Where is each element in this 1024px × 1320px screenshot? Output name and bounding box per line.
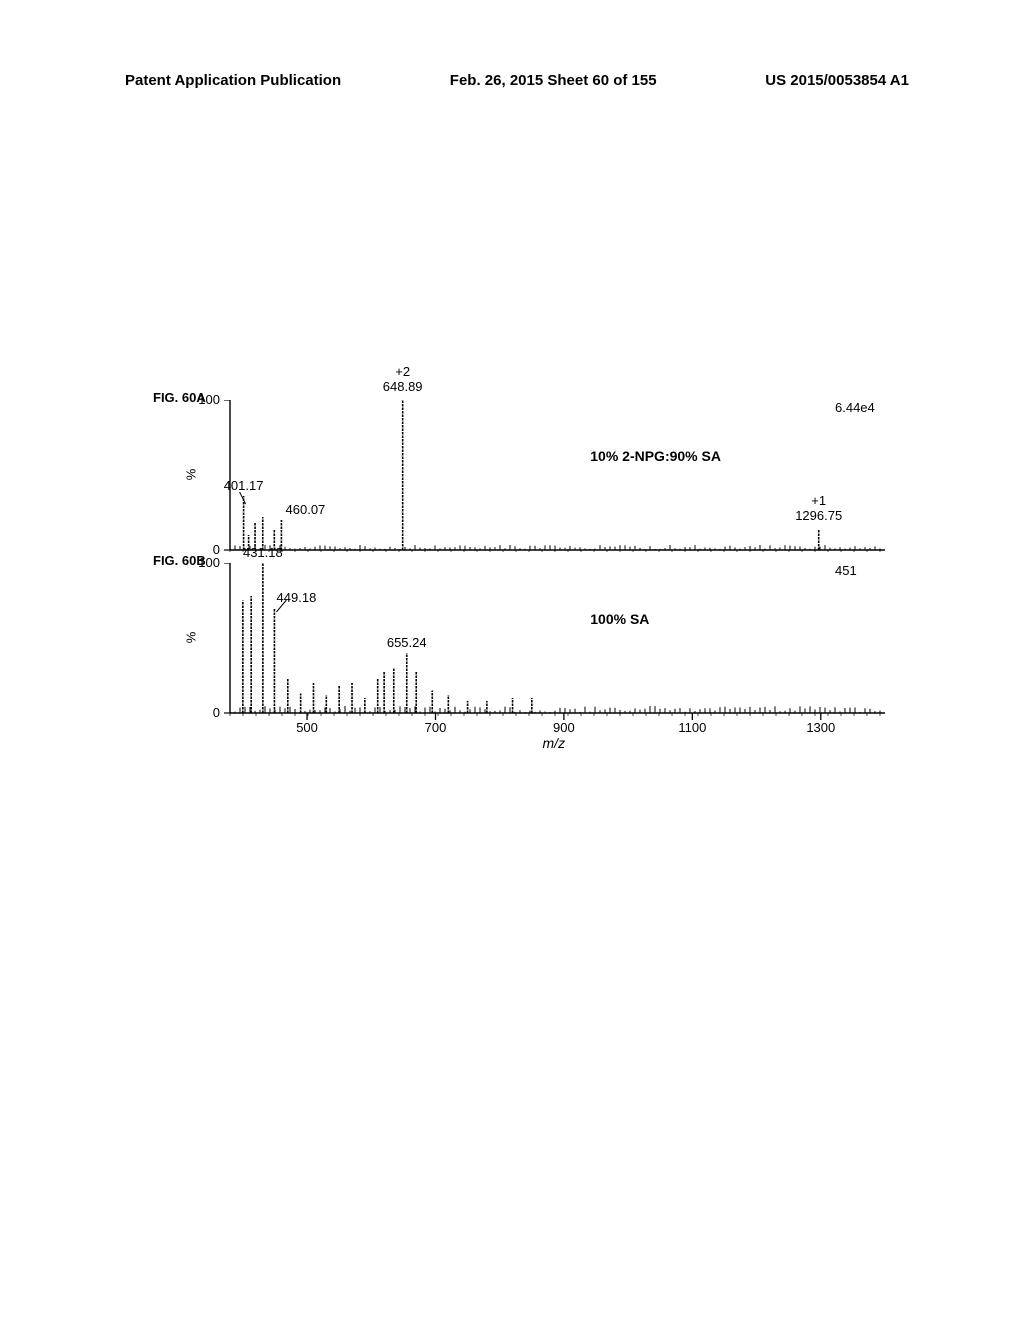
peak-label: +11296.75 [789,493,849,523]
peak-label: 655.24 [377,635,437,650]
x-tick-label: 1100 [672,720,712,735]
matrix-label: 100% SA [590,611,649,627]
page-header: Patent Application Publication Feb. 26, … [0,72,1024,89]
y-axis-label: % [183,469,198,481]
header-right: US 2015/0053854 A1 [765,72,909,89]
y-tick-label: 100 [192,392,220,407]
y-axis-label: % [183,632,198,644]
mass-spectrum-svg [155,563,885,733]
y-tick-label: 100 [192,555,220,570]
x-axis-label: m/z [543,735,566,751]
mass-spectrum-svg [155,400,885,552]
x-tick-label: 700 [415,720,455,735]
x-tick-label: 500 [287,720,327,735]
x-tick-label: 1300 [801,720,841,735]
intensity-label: 451 [835,563,857,578]
peak-label: 431.18 [233,545,293,560]
intensity-label: 6.44e4 [835,400,875,415]
header-left: Patent Application Publication [125,72,341,89]
peak-label: +2648.89 [373,364,433,394]
peak-label: 460.07 [275,502,335,517]
chart-b-block: FIG. 60B 0100%431.18449.18655.24100% SA4… [155,563,885,758]
header-center: Feb. 26, 2015 Sheet 60 of 155 [450,72,657,89]
charts-container: FIG. 60A 0100%401.17460.07+2648.89+11296… [155,400,885,763]
peak-label: 449.18 [266,590,326,605]
chart-a-block: FIG. 60A 0100%401.17460.07+2648.89+11296… [155,400,885,558]
x-tick-label: 900 [544,720,584,735]
matrix-label: 10% 2-NPG:90% SA [590,448,721,464]
peak-label: 401.17 [214,478,274,493]
y-tick-label: 0 [192,705,220,720]
